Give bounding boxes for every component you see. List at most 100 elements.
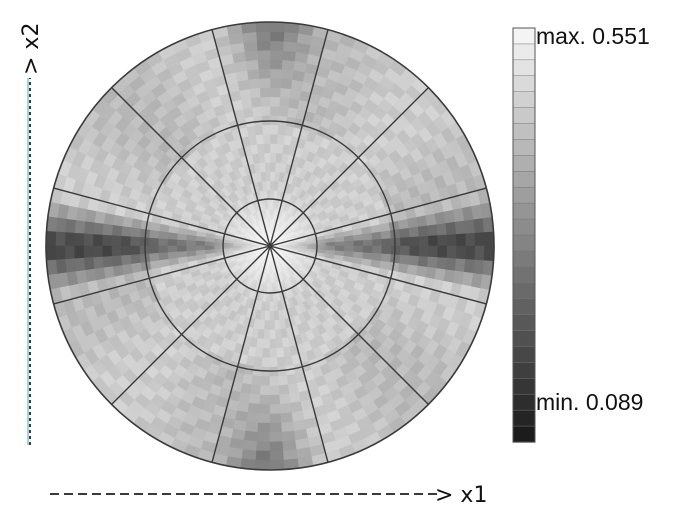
grid-spoke [211,245,271,463]
shading-cell [247,402,260,414]
shading-cell [269,385,281,396]
shading-cell [157,245,168,254]
shading-cell [250,384,262,396]
shading-cell [353,239,364,247]
shading-cell [139,245,150,255]
shading-cell [92,222,104,236]
shading-cell [428,234,439,247]
shading-cell [269,431,284,443]
shading-cell [372,245,383,254]
shading-cell [269,87,281,98]
grid-spoke [111,245,271,405]
shading-cell [73,245,85,260]
shading-cell [246,68,260,80]
shading-cell [362,245,373,254]
colorbar-step [512,75,536,93]
shading-cell [258,404,271,415]
shading-cell [269,161,276,172]
colorbar-step [512,282,536,300]
shading-cell [101,234,112,247]
shading-cell [111,245,122,257]
x2-axis-label: > x2 [19,23,44,75]
shading-cell [111,224,123,237]
colorbar-step [512,91,536,109]
shading-cell [445,221,457,235]
colorbar-step [512,43,536,61]
shading-cell [264,310,271,321]
shading-cell [269,357,279,368]
shading-cell [260,105,271,116]
shading-cell [281,421,295,433]
shading-cell [258,319,266,331]
colorbar-step [512,266,536,284]
colorbar-step [512,314,536,332]
shading-cell [269,404,282,415]
shading-cell [400,236,411,247]
shading-cell [157,238,168,247]
shading-cell [259,394,271,405]
shading-cell [437,234,448,247]
shading-cell [473,259,485,275]
shading-cell [148,229,160,239]
shading-cell [343,250,355,258]
shading-cell [148,245,159,255]
x1-axis: > x1 [50,483,487,508]
shading-cell [281,430,296,442]
shading-cell [390,245,401,255]
shading-cell [241,449,257,461]
shading-cell [247,78,260,90]
colorbar-step [512,250,536,268]
shading-cell [256,40,271,51]
shading-cell [167,245,178,254]
shading-cell [83,221,95,235]
colorbar-min-label: min. 0.089 [536,389,643,415]
shading-cell [245,59,259,71]
shading-cell [269,22,285,33]
shading-cell [261,124,271,135]
colorbar-step [512,123,536,141]
shading-cell [244,430,259,442]
shading-cell [353,245,364,253]
shading-cell [446,245,457,259]
shading-cell [55,245,66,261]
projection-disc [45,21,495,471]
shading-cell [120,235,131,247]
shading-cell [474,231,485,247]
shading-cell [371,252,383,261]
shading-cell [129,254,141,265]
shading-cell [454,257,466,272]
shading-cell [259,385,271,396]
grid-spoke [53,187,271,247]
shading-cell [269,152,277,163]
colorbar-step [512,393,536,411]
grid-spoke [269,29,329,247]
shading-cell [280,402,293,414]
shading-cell [269,59,283,70]
grid-spoke [53,245,271,305]
colorbar-step [512,346,536,364]
shading-cell [400,245,411,256]
grid-spoke [269,187,487,247]
shading-cell [92,234,103,247]
shading-cell [379,260,391,271]
shading-cell [244,50,259,62]
shading-cell [92,256,104,270]
shading-cell [344,240,355,247]
shading-cell [465,245,476,260]
shading-cell [102,256,114,269]
shading-cell [409,235,420,247]
shading-cell [102,223,114,236]
colorbar-max-label: max. 0.551 [536,23,650,49]
colorbar-step [512,218,536,236]
shading-cell [397,262,410,274]
grid-ring [222,198,318,294]
shading-cell [195,240,206,247]
colorbar-frame [512,27,536,443]
shading-cell [242,373,254,386]
colorbar-step [512,378,536,395]
shading-cell [269,105,280,116]
shading-cell [256,49,271,61]
shading-cell [426,223,438,236]
colorbar-step [512,186,536,204]
shading-cell [261,357,271,368]
